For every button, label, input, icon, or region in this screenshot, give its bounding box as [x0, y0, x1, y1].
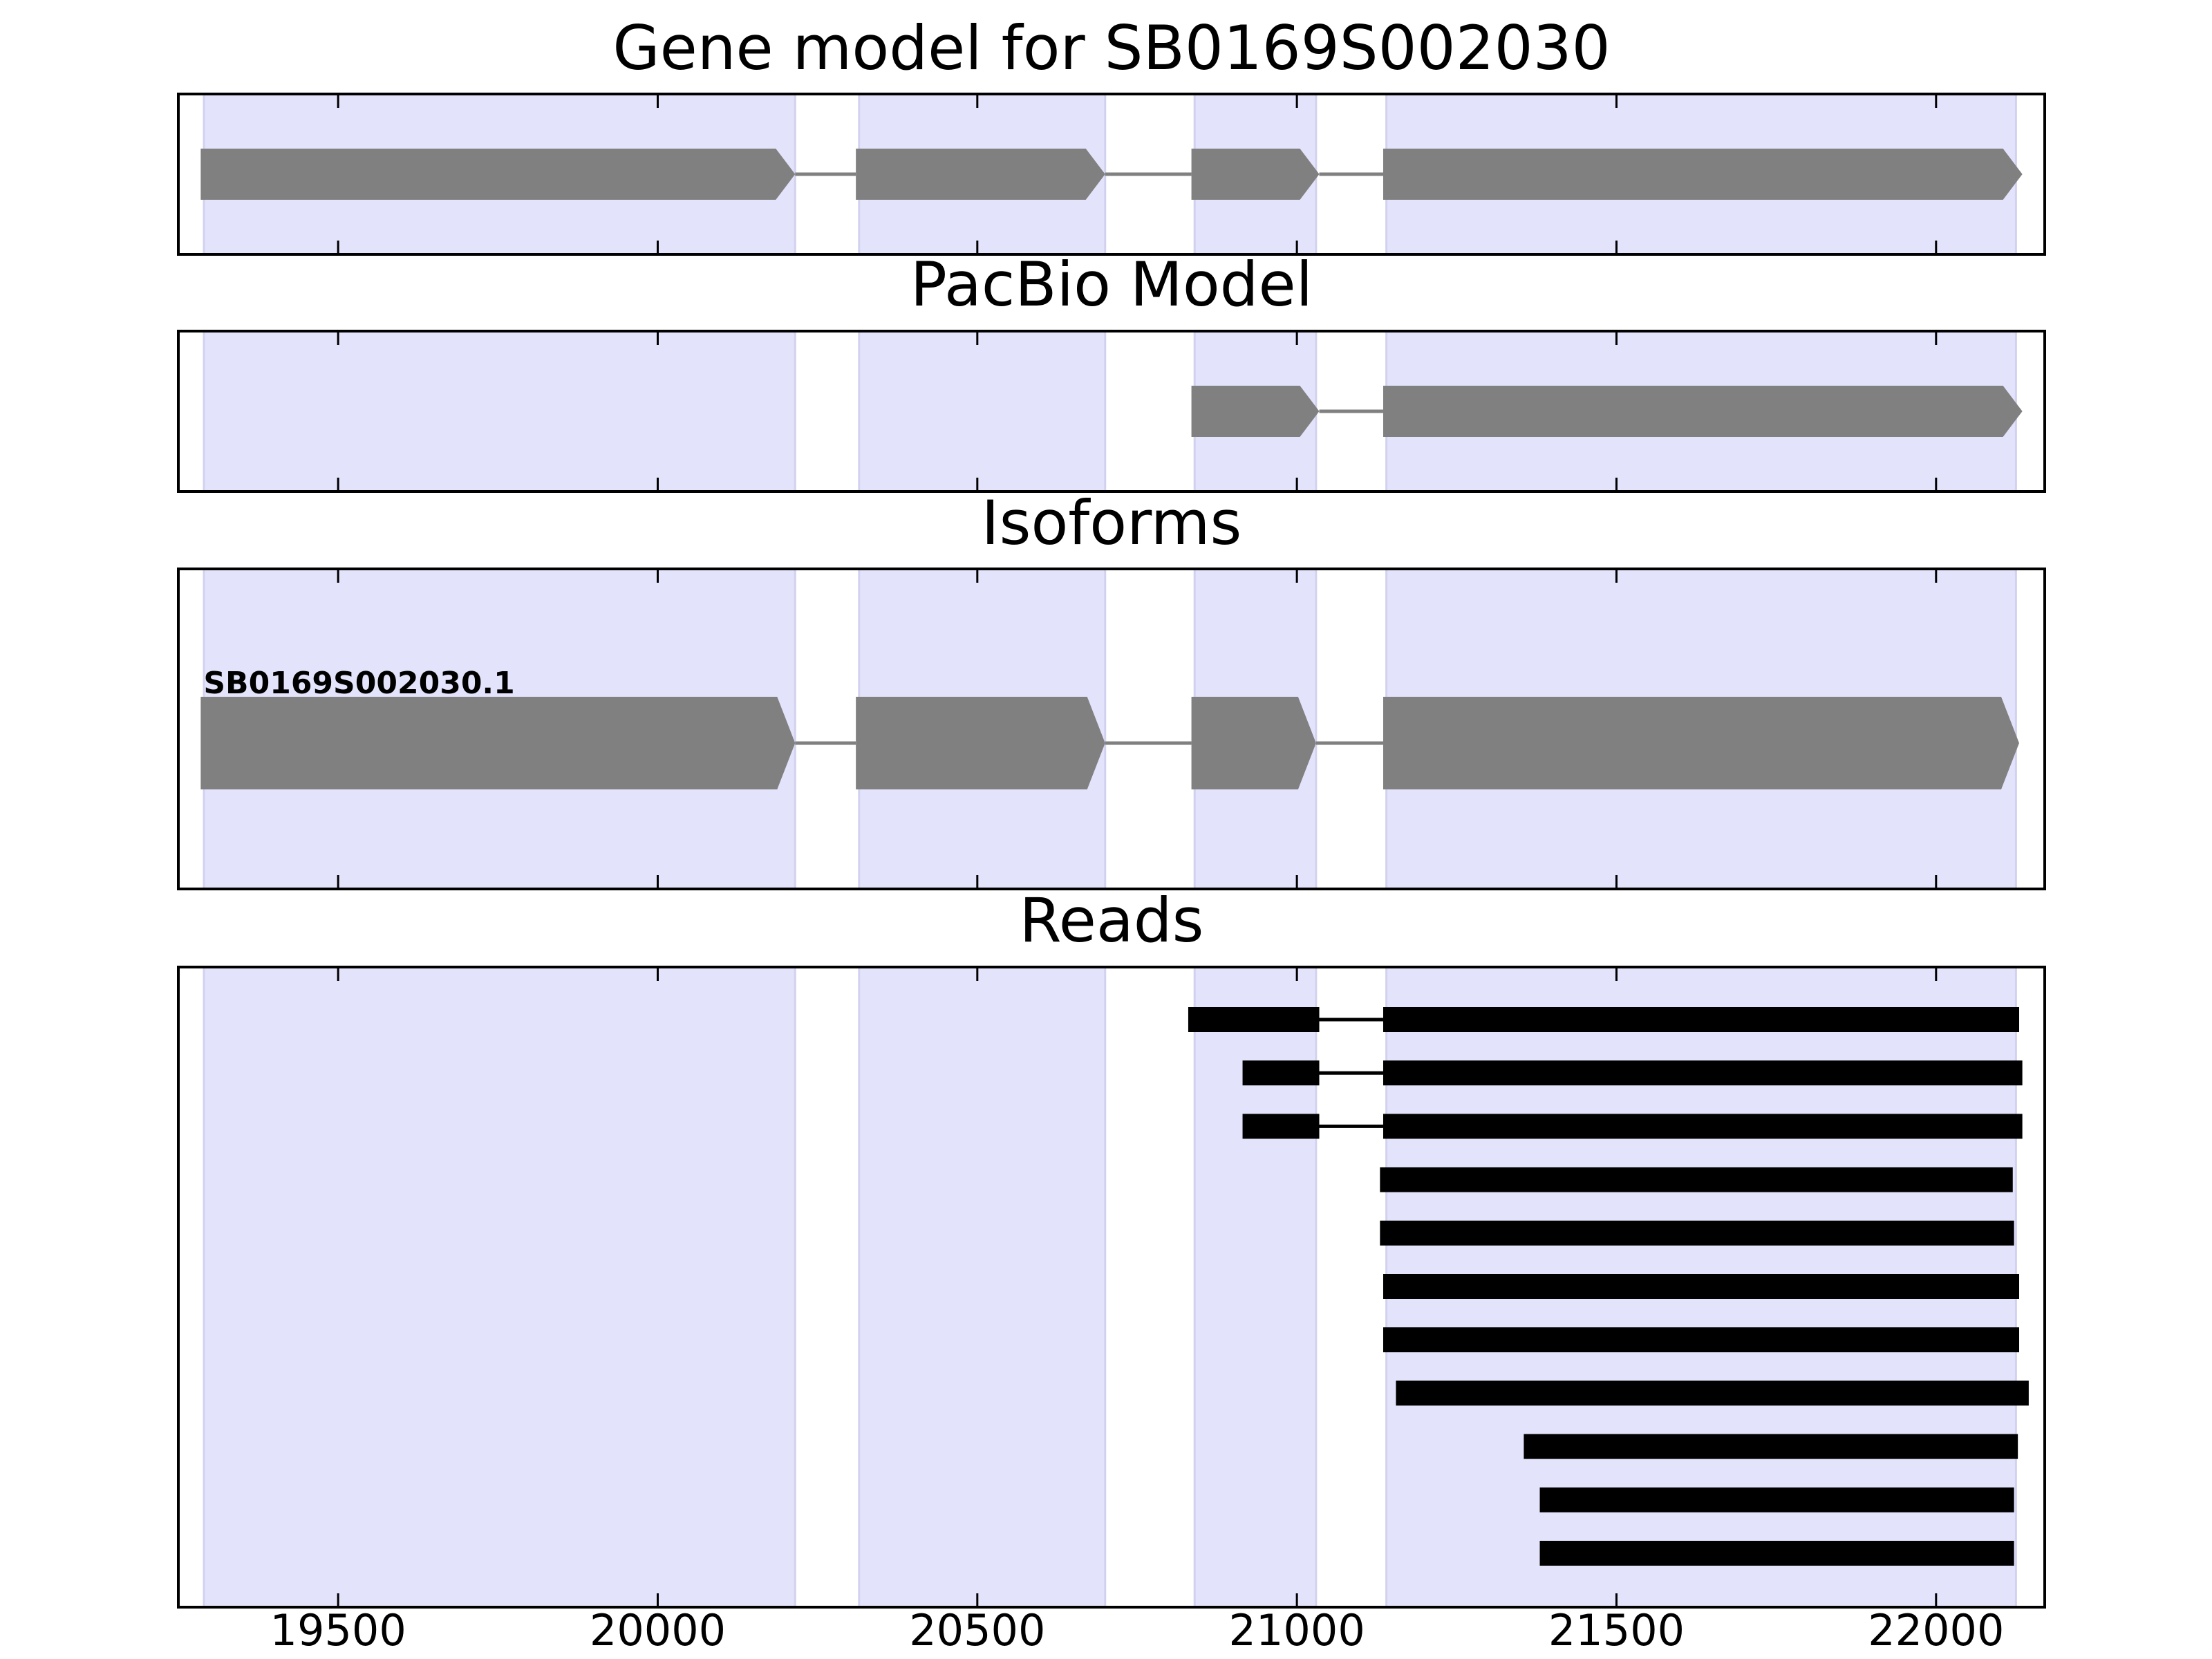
read — [1539, 1487, 2014, 1512]
shaded-region — [203, 966, 796, 1609]
read-block — [1382, 1327, 2020, 1353]
x-tick-label: 21500 — [1548, 1605, 1685, 1656]
read — [1380, 1167, 2013, 1192]
x-tick-label: 22000 — [1868, 1605, 2004, 1656]
panel-title: Gene model for SB0169S002030 — [612, 12, 1610, 84]
x-tick-label: 20500 — [909, 1605, 1045, 1656]
x-tick-label: 21000 — [1229, 1605, 1365, 1656]
read — [1380, 1220, 2014, 1246]
read-block — [1382, 1007, 2020, 1032]
isoform-label: SB0169S002030.1 — [203, 666, 514, 701]
panel-frame — [177, 93, 2046, 256]
read — [1539, 1541, 2014, 1566]
read-block — [1242, 1060, 1320, 1086]
isoform-exon — [200, 697, 796, 789]
isoform-exon — [1191, 697, 1316, 789]
read-block — [1188, 1007, 1320, 1032]
panel-title: PacBio Model — [910, 249, 1313, 320]
read-block — [1242, 1114, 1320, 1139]
read — [1382, 1327, 2020, 1353]
isoform-exon — [856, 697, 1105, 789]
read-block — [1382, 1114, 2023, 1139]
gene-exon — [1191, 149, 1320, 200]
read-block — [1539, 1487, 2014, 1512]
shaded-region — [858, 330, 1107, 493]
panel-frame — [177, 330, 2046, 493]
read-block — [1380, 1167, 2013, 1192]
panel-frame — [177, 966, 2046, 1609]
read-block — [1380, 1220, 2014, 1246]
x-tick-label: 19500 — [270, 1605, 406, 1656]
read — [1382, 1274, 2020, 1299]
shaded-region — [203, 330, 796, 493]
gene-exon — [856, 149, 1105, 200]
read-block — [1396, 1380, 2029, 1406]
panel-pacbio: PacBio Model — [177, 249, 2046, 493]
panel-title: Isoforms — [982, 487, 1242, 559]
panel-frame — [177, 568, 2046, 890]
read-block — [1382, 1060, 2023, 1086]
panel-title: Reads — [1020, 885, 1204, 956]
read-block — [1524, 1434, 2018, 1459]
gene-exon — [1191, 386, 1320, 437]
shaded-region — [858, 966, 1107, 1609]
gene-exon — [200, 149, 796, 200]
panel-gene: Gene model for SB0169S002030 — [177, 12, 2046, 256]
gene-exon — [1382, 386, 2023, 437]
read-block — [1382, 1274, 2020, 1299]
isoform-exon — [1382, 697, 2020, 789]
read — [1188, 1007, 2020, 1032]
panel-isoforms: Isoforms SB0169S002030.1 — [177, 487, 2046, 890]
x-tick-label: 20000 — [590, 1605, 726, 1656]
read — [1242, 1060, 2023, 1086]
gene-exon — [1382, 149, 2023, 200]
panel-reads: Reads — [177, 885, 2046, 1609]
read-block — [1539, 1541, 2014, 1566]
read — [1242, 1114, 2023, 1139]
read — [1524, 1434, 2018, 1459]
read — [1396, 1380, 2029, 1406]
